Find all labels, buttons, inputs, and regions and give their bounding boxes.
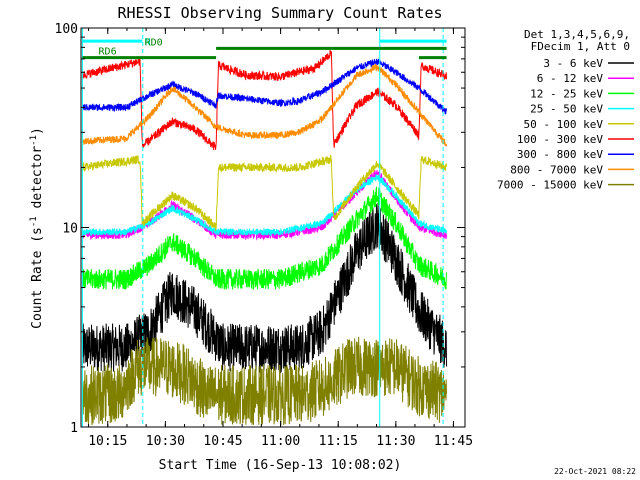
- series-line-4: [81, 154, 447, 232]
- legend-label-0: 3 - 6 keV: [543, 57, 603, 70]
- legend-label-3: 25 - 50 keV: [530, 103, 603, 116]
- flag-label-rd6: RD6: [99, 47, 117, 58]
- timestamp-stamp: 22-Oct-2021 08:22: [554, 467, 636, 476]
- legend-label-8: 7000 - 15000 keV: [497, 179, 603, 192]
- series-line-0: [81, 202, 447, 374]
- x-tick-label-4: 11:15: [319, 434, 358, 449]
- x-tick-label-3: 11:00: [261, 434, 300, 449]
- legend-header-line-2: FDecim 1, Att 0: [531, 40, 630, 53]
- legend-header-line-1: Det 1,3,4,5,6,9,: [524, 28, 630, 41]
- axes-layer: 10:15 10:30 10:45 11:00 11:15 11:30 11:45 1 10 10…: [55, 22, 474, 449]
- flag-label-n: N: [145, 37, 151, 48]
- legend-label-2: 12 - 25 keV: [530, 87, 603, 100]
- legend-label-7: 800 - 7000 keV: [510, 163, 603, 176]
- y-axis-label: Count Rate (s-1 detector-1): [29, 127, 45, 329]
- legend-label-5: 100 - 300 keV: [517, 133, 603, 146]
- y-tick-label-0: 1: [70, 421, 78, 436]
- legend-label-6: 300 - 800 keV: [517, 148, 603, 161]
- x-tick-label-5: 11:30: [376, 434, 415, 449]
- legend-label-1: 6 - 12 keV: [537, 72, 604, 85]
- y-tick-label-1: 10: [62, 222, 78, 237]
- legend-label-4: 50 - 100 keV: [524, 118, 604, 131]
- flag-label-rd0: RD0: [145, 37, 163, 48]
- series-line-5: [81, 49, 447, 150]
- series-line-6: [81, 58, 447, 115]
- x-tick-label-0: 10:15: [88, 434, 127, 449]
- chart-title: RHESSI Observing Summary Count Rates: [117, 4, 442, 22]
- x-axis-label: Start Time (16-Sep-13 10:08:02): [159, 458, 402, 473]
- x-tick-label-6: 11:45: [434, 434, 473, 449]
- x-tick-label-2: 10:45: [203, 434, 242, 449]
- y-tick-label-2: 100: [55, 22, 78, 37]
- x-tick-label-1: 10:30: [146, 434, 185, 449]
- legend: Det 1,3,4,5,6,9, FDecim 1, Att 0 3 - 6 k…: [497, 28, 634, 192]
